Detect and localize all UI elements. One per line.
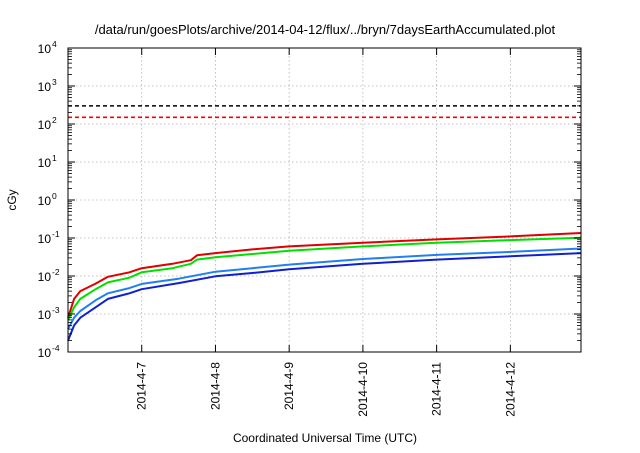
y-tick-label: 10 3: [38, 77, 57, 94]
x-axis-label: Coordinated Universal Time (UTC): [233, 431, 417, 445]
chart-title: /data/run/goesPlots/archive/2014-04-12/f…: [95, 22, 556, 37]
x-tick-label: 2014-4-10: [356, 362, 370, 417]
x-tick-label: 2014-4-7: [135, 362, 149, 410]
series-line: [67, 236, 582, 321]
y-tick-base: 10: [38, 308, 52, 322]
y-tick-exponent: 3: [52, 77, 57, 87]
y-tick-label: 10 -3: [38, 305, 60, 322]
x-tick-label: 2014-4-8: [208, 362, 222, 410]
y-tick-base: 10: [38, 232, 52, 246]
y-tick-base: 10: [38, 270, 52, 284]
grid: [68, 48, 581, 352]
x-tick-label: 2014-4-12: [503, 362, 517, 417]
y-tick-exponent: -2: [52, 267, 60, 277]
y-tick-base: 10: [38, 156, 52, 170]
y-tick-exponent: -3: [52, 305, 60, 315]
series-line: [67, 247, 582, 330]
y-tick-label: 10 -4: [38, 343, 60, 360]
y-tick-label: 10 1: [38, 153, 57, 170]
series-line: [67, 252, 582, 341]
y-tick-exponent: 2: [52, 115, 57, 125]
y-tick-base: 10: [38, 346, 52, 360]
y-tick-base: 10: [38, 194, 52, 208]
y-tick-exponent: -1: [52, 229, 60, 239]
y-tick-label: 10 -2: [38, 267, 60, 284]
y-tick-exponent: 1: [52, 153, 57, 163]
y-tick-base: 10: [38, 42, 52, 56]
y-tick-exponent: 0: [52, 191, 57, 201]
threshold-lines: [68, 105, 581, 119]
y-tick-exponent: -4: [52, 343, 60, 353]
x-tick-labels: 2014-4-7 2014-4-8 2014-4-9 2014-4-10 2014-4-…: [135, 362, 518, 417]
y-tick-base: 10: [38, 80, 52, 94]
y-tick-label: 10 4: [38, 39, 57, 56]
y-axis-label: cGy: [5, 189, 19, 210]
y-tick-label: 10 0: [38, 191, 57, 208]
x-tick-label: 2014-4-9: [282, 362, 296, 410]
x-tick-label: 2014-4-11: [430, 362, 444, 416]
ticks: [68, 47, 581, 353]
y-tick-label: 10 2: [38, 115, 57, 132]
y-tick-exponent: 4: [52, 39, 57, 49]
series-line: [67, 232, 582, 319]
y-tick-label: 10 -1: [38, 229, 60, 246]
series-lines: [67, 232, 582, 341]
y-tick-base: 10: [38, 118, 52, 132]
